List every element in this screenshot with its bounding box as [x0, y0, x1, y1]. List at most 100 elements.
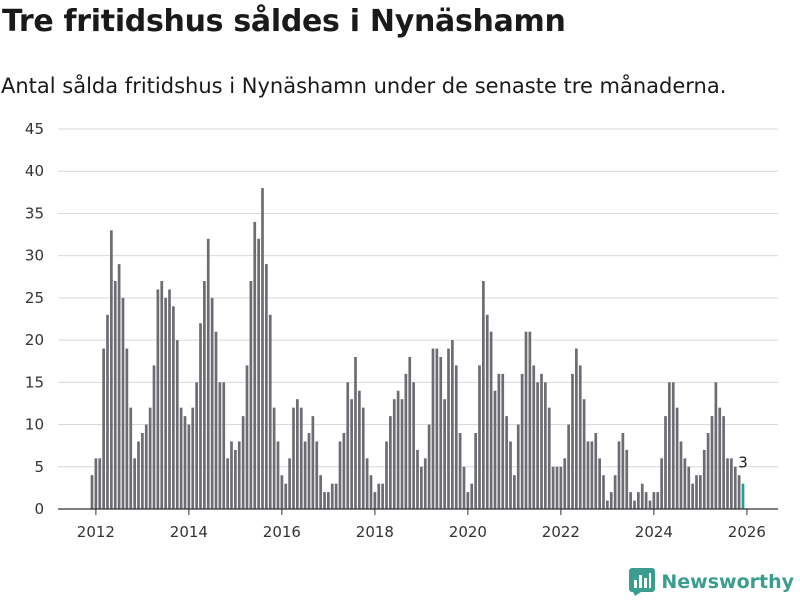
bar [594, 433, 598, 509]
bar [571, 373, 574, 509]
bar [683, 458, 687, 509]
bar [226, 458, 229, 509]
bar [528, 331, 532, 509]
bar [536, 382, 539, 509]
bar [129, 407, 133, 509]
bar [152, 365, 156, 509]
bar [160, 281, 164, 509]
bar [392, 399, 396, 509]
y-tick-label: 40 [25, 162, 44, 180]
bar [520, 373, 524, 509]
bar [613, 475, 617, 509]
bar [656, 492, 660, 509]
bar [268, 314, 272, 509]
bar [582, 399, 586, 509]
bar [609, 492, 613, 509]
x-tick-label: 2024 [635, 523, 673, 541]
bar [695, 475, 698, 509]
bar [327, 492, 330, 509]
bar [102, 348, 105, 509]
bar [706, 433, 710, 509]
bar [586, 441, 590, 509]
bar [625, 449, 629, 509]
bar [381, 483, 384, 509]
bar [334, 483, 338, 509]
bar [699, 475, 702, 509]
bar [253, 221, 257, 509]
bar [722, 416, 725, 509]
chart-subtitle: Antal sålda fritidshus i Nynäshamn under… [1, 74, 727, 98]
bar [555, 466, 559, 509]
bar [257, 238, 260, 509]
bar [660, 458, 663, 509]
bar [505, 416, 508, 509]
bar [439, 357, 443, 509]
bar [408, 357, 412, 509]
bar [513, 475, 516, 509]
bar [230, 441, 233, 509]
bar [726, 458, 729, 509]
bar [621, 433, 625, 509]
bar [404, 373, 408, 509]
y-tick-label: 5 [34, 458, 44, 476]
bar [563, 458, 567, 509]
bar [501, 373, 505, 509]
bar [210, 297, 214, 509]
bar [420, 466, 423, 509]
bar [117, 264, 121, 509]
bar [451, 340, 454, 509]
x-tick-label: 2022 [542, 523, 580, 541]
bar [559, 466, 563, 509]
bar [315, 441, 319, 509]
bars [90, 188, 745, 510]
bar [296, 399, 299, 509]
bar [668, 382, 671, 509]
bar [606, 500, 609, 509]
bar [617, 441, 621, 509]
bar [311, 416, 315, 509]
bar [640, 483, 644, 509]
bar [443, 399, 446, 509]
bar [454, 365, 458, 509]
x-tick-label: 2018 [356, 523, 394, 541]
y-tick-label: 15 [25, 373, 44, 391]
x-tick-label: 2020 [449, 523, 487, 541]
bar [338, 441, 342, 509]
bar [485, 314, 489, 509]
bar [412, 382, 415, 509]
bar [288, 458, 291, 509]
bar [633, 500, 636, 509]
bar [462, 466, 466, 509]
bar [214, 331, 218, 509]
bar [113, 281, 117, 509]
bar [474, 433, 477, 509]
bar [547, 407, 551, 509]
bar [330, 483, 334, 509]
y-tick-label: 25 [25, 289, 44, 307]
bar [249, 281, 253, 509]
bar [121, 297, 125, 509]
bar [578, 365, 582, 509]
bar [447, 348, 450, 509]
bar [691, 483, 694, 509]
bar [276, 441, 280, 509]
bar [730, 458, 733, 509]
y-tick-label: 45 [25, 120, 44, 138]
y-tick-label: 20 [25, 331, 44, 349]
bar [400, 399, 404, 509]
bar [702, 449, 706, 509]
bar [303, 441, 307, 509]
bar [629, 492, 632, 509]
bar [575, 348, 578, 509]
bar [234, 449, 237, 509]
bar [172, 306, 175, 509]
newsworthy-logo-icon [629, 568, 656, 596]
gridlines [58, 128, 778, 468]
bar [551, 466, 555, 509]
bar [307, 433, 311, 509]
bar [679, 441, 683, 509]
bar [524, 331, 528, 509]
bar [203, 281, 206, 509]
bar [94, 458, 98, 509]
